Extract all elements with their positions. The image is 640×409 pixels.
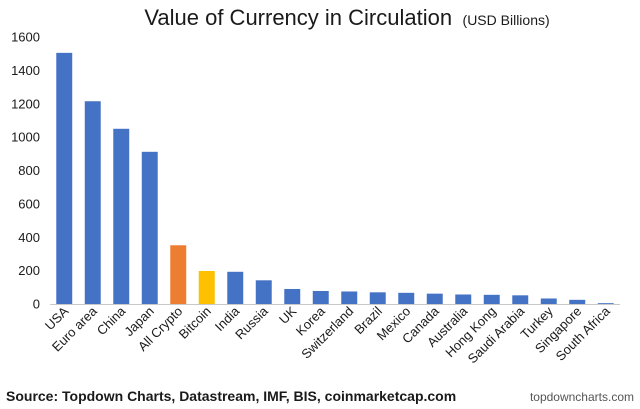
bar [170,245,187,304]
chart-title-unit: (USD Billions) [463,12,550,28]
bar [227,271,244,304]
source-note: Source: Topdown Charts, Datastream, IMF,… [6,388,456,404]
y-tick-label: 600 [18,196,40,211]
y-tick-label: 1000 [11,130,40,145]
x-tick-label: Bitcoin [176,304,214,342]
bar [426,293,443,304]
bar [597,303,614,304]
bar [483,294,500,304]
bar [341,291,358,304]
bar [398,292,415,304]
bar [312,290,329,304]
y-axis: 0 200 400 600 800 1000 1200 1400 1600 [11,30,40,312]
bar [569,299,586,304]
chart-title: Value of Currency in Circulation (USD Bi… [144,5,549,30]
y-tick-label: 400 [18,230,40,245]
y-tick-label: 1400 [11,63,40,78]
y-tick-label: 1200 [11,96,40,111]
y-tick-label: 1600 [11,30,40,45]
y-tick-label: 0 [33,297,40,312]
bar [56,52,73,304]
bar [84,101,101,304]
bar [113,128,130,304]
bar [369,292,386,304]
bar [255,280,272,304]
x-tick-label: China [94,303,129,338]
bar [141,151,158,304]
chart-title-main: Value of Currency in Circulation [144,5,452,30]
bar [455,294,472,304]
bars [56,52,614,304]
y-tick-label: 200 [18,263,40,278]
bar [198,270,215,304]
brand-label: topdowncharts.com [530,390,634,404]
bar [512,295,529,304]
bar [284,288,301,304]
bar [540,298,557,304]
x-tick-label: Russia [232,303,271,342]
y-tick-label: 800 [18,163,40,178]
